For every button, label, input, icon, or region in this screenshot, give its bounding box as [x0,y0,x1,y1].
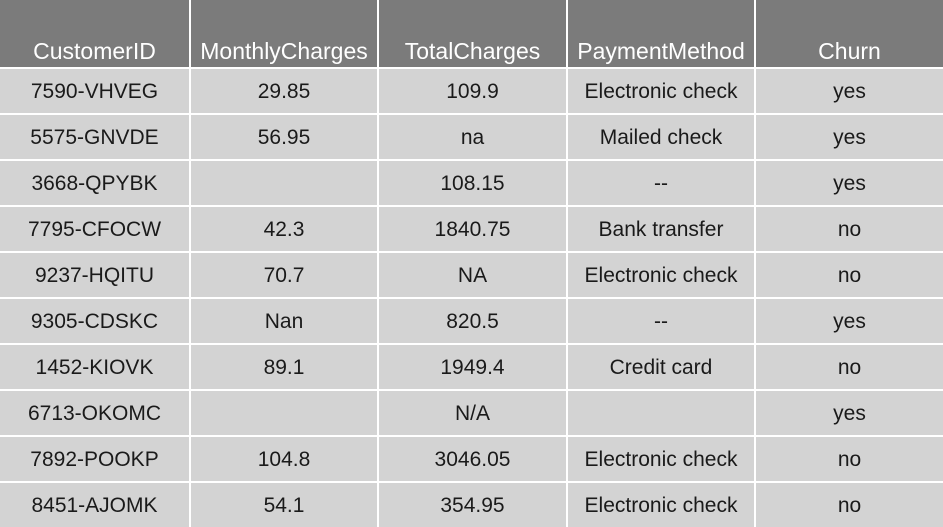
table-row: 8451-AJOMK 54.1 354.95 Electronic check … [0,482,943,527]
cell-monthly-charges: 89.1 [189,344,378,391]
cell-churn: no [754,344,943,391]
cell-customer-id: 9305-CDSKC [0,298,190,345]
cell-payment-method: Mailed check [566,114,755,161]
cell-monthly-charges: 70.7 [189,252,378,299]
table-row: 9237-HQITU 70.7 NA Electronic check no [0,252,943,299]
cell-total-charges: 1949.4 [377,344,567,391]
cell-churn: yes [754,390,943,437]
cell-total-charges: 820.5 [377,298,567,345]
table-row: 5575-GNVDE 56.95 na Mailed check yes [0,114,943,161]
cell-payment-method: Bank transfer [566,206,755,253]
cell-monthly-charges: 42.3 [189,206,378,253]
table-row: 7892-POOKP 104.8 3046.05 Electronic chec… [0,436,943,483]
cell-monthly-charges: 54.1 [189,482,378,527]
cell-monthly-charges [189,160,378,207]
cell-total-charges: N/A [377,390,567,437]
cell-total-charges: 3046.05 [377,436,567,483]
cell-payment-method: Credit card [566,344,755,391]
table-row: 7795-CFOCW 42.3 1840.75 Bank transfer no [0,206,943,253]
header-total-charges: TotalCharges [377,0,567,69]
table-row: 1452-KIOVK 89.1 1949.4 Credit card no [0,344,943,391]
cell-total-charges: 354.95 [377,482,567,527]
table-header: CustomerID MonthlyCharges TotalCharges P… [0,0,943,69]
cell-churn: yes [754,160,943,207]
cell-customer-id: 6713-OKOMC [0,390,190,437]
cell-customer-id: 7590-VHVEG [0,68,190,115]
cell-monthly-charges: 104.8 [189,436,378,483]
cell-total-charges: na [377,114,567,161]
header-payment-method: PaymentMethod [566,0,755,69]
cell-payment-method [566,390,755,437]
header-customer-id: CustomerID [0,0,190,69]
header-row: CustomerID MonthlyCharges TotalCharges P… [0,0,943,69]
cell-churn: yes [754,298,943,345]
cell-total-charges: NA [377,252,567,299]
cell-churn: no [754,482,943,527]
cell-total-charges: 1840.75 [377,206,567,253]
table-body: 7590-VHVEG 29.85 109.9 Electronic check … [0,68,943,527]
cell-customer-id: 1452-KIOVK [0,344,190,391]
cell-churn: no [754,252,943,299]
table-row: 3668-QPYBK 108.15 -- yes [0,160,943,207]
table-row: 9305-CDSKC Nan 820.5 -- yes [0,298,943,345]
table-row: 7590-VHVEG 29.85 109.9 Electronic check … [0,68,943,115]
cell-churn: yes [754,68,943,115]
cell-payment-method: Electronic check [566,68,755,115]
cell-churn: no [754,436,943,483]
cell-customer-id: 9237-HQITU [0,252,190,299]
cell-payment-method: Electronic check [566,436,755,483]
cell-payment-method: Electronic check [566,252,755,299]
cell-customer-id: 8451-AJOMK [0,482,190,527]
cell-churn: yes [754,114,943,161]
cell-payment-method: Electronic check [566,482,755,527]
cell-customer-id: 5575-GNVDE [0,114,190,161]
cell-total-charges: 108.15 [377,160,567,207]
cell-churn: no [754,206,943,253]
cell-monthly-charges: 29.85 [189,68,378,115]
cell-customer-id: 7795-CFOCW [0,206,190,253]
cell-monthly-charges: 56.95 [189,114,378,161]
cell-customer-id: 3668-QPYBK [0,160,190,207]
header-monthly-charges: MonthlyCharges [189,0,378,69]
cell-monthly-charges: Nan [189,298,378,345]
cell-monthly-charges [189,390,378,437]
header-churn: Churn [754,0,943,69]
table-row: 6713-OKOMC N/A yes [0,390,943,437]
cell-payment-method: -- [566,298,755,345]
cell-payment-method: -- [566,160,755,207]
cell-total-charges: 109.9 [377,68,567,115]
cell-customer-id: 7892-POOKP [0,436,190,483]
